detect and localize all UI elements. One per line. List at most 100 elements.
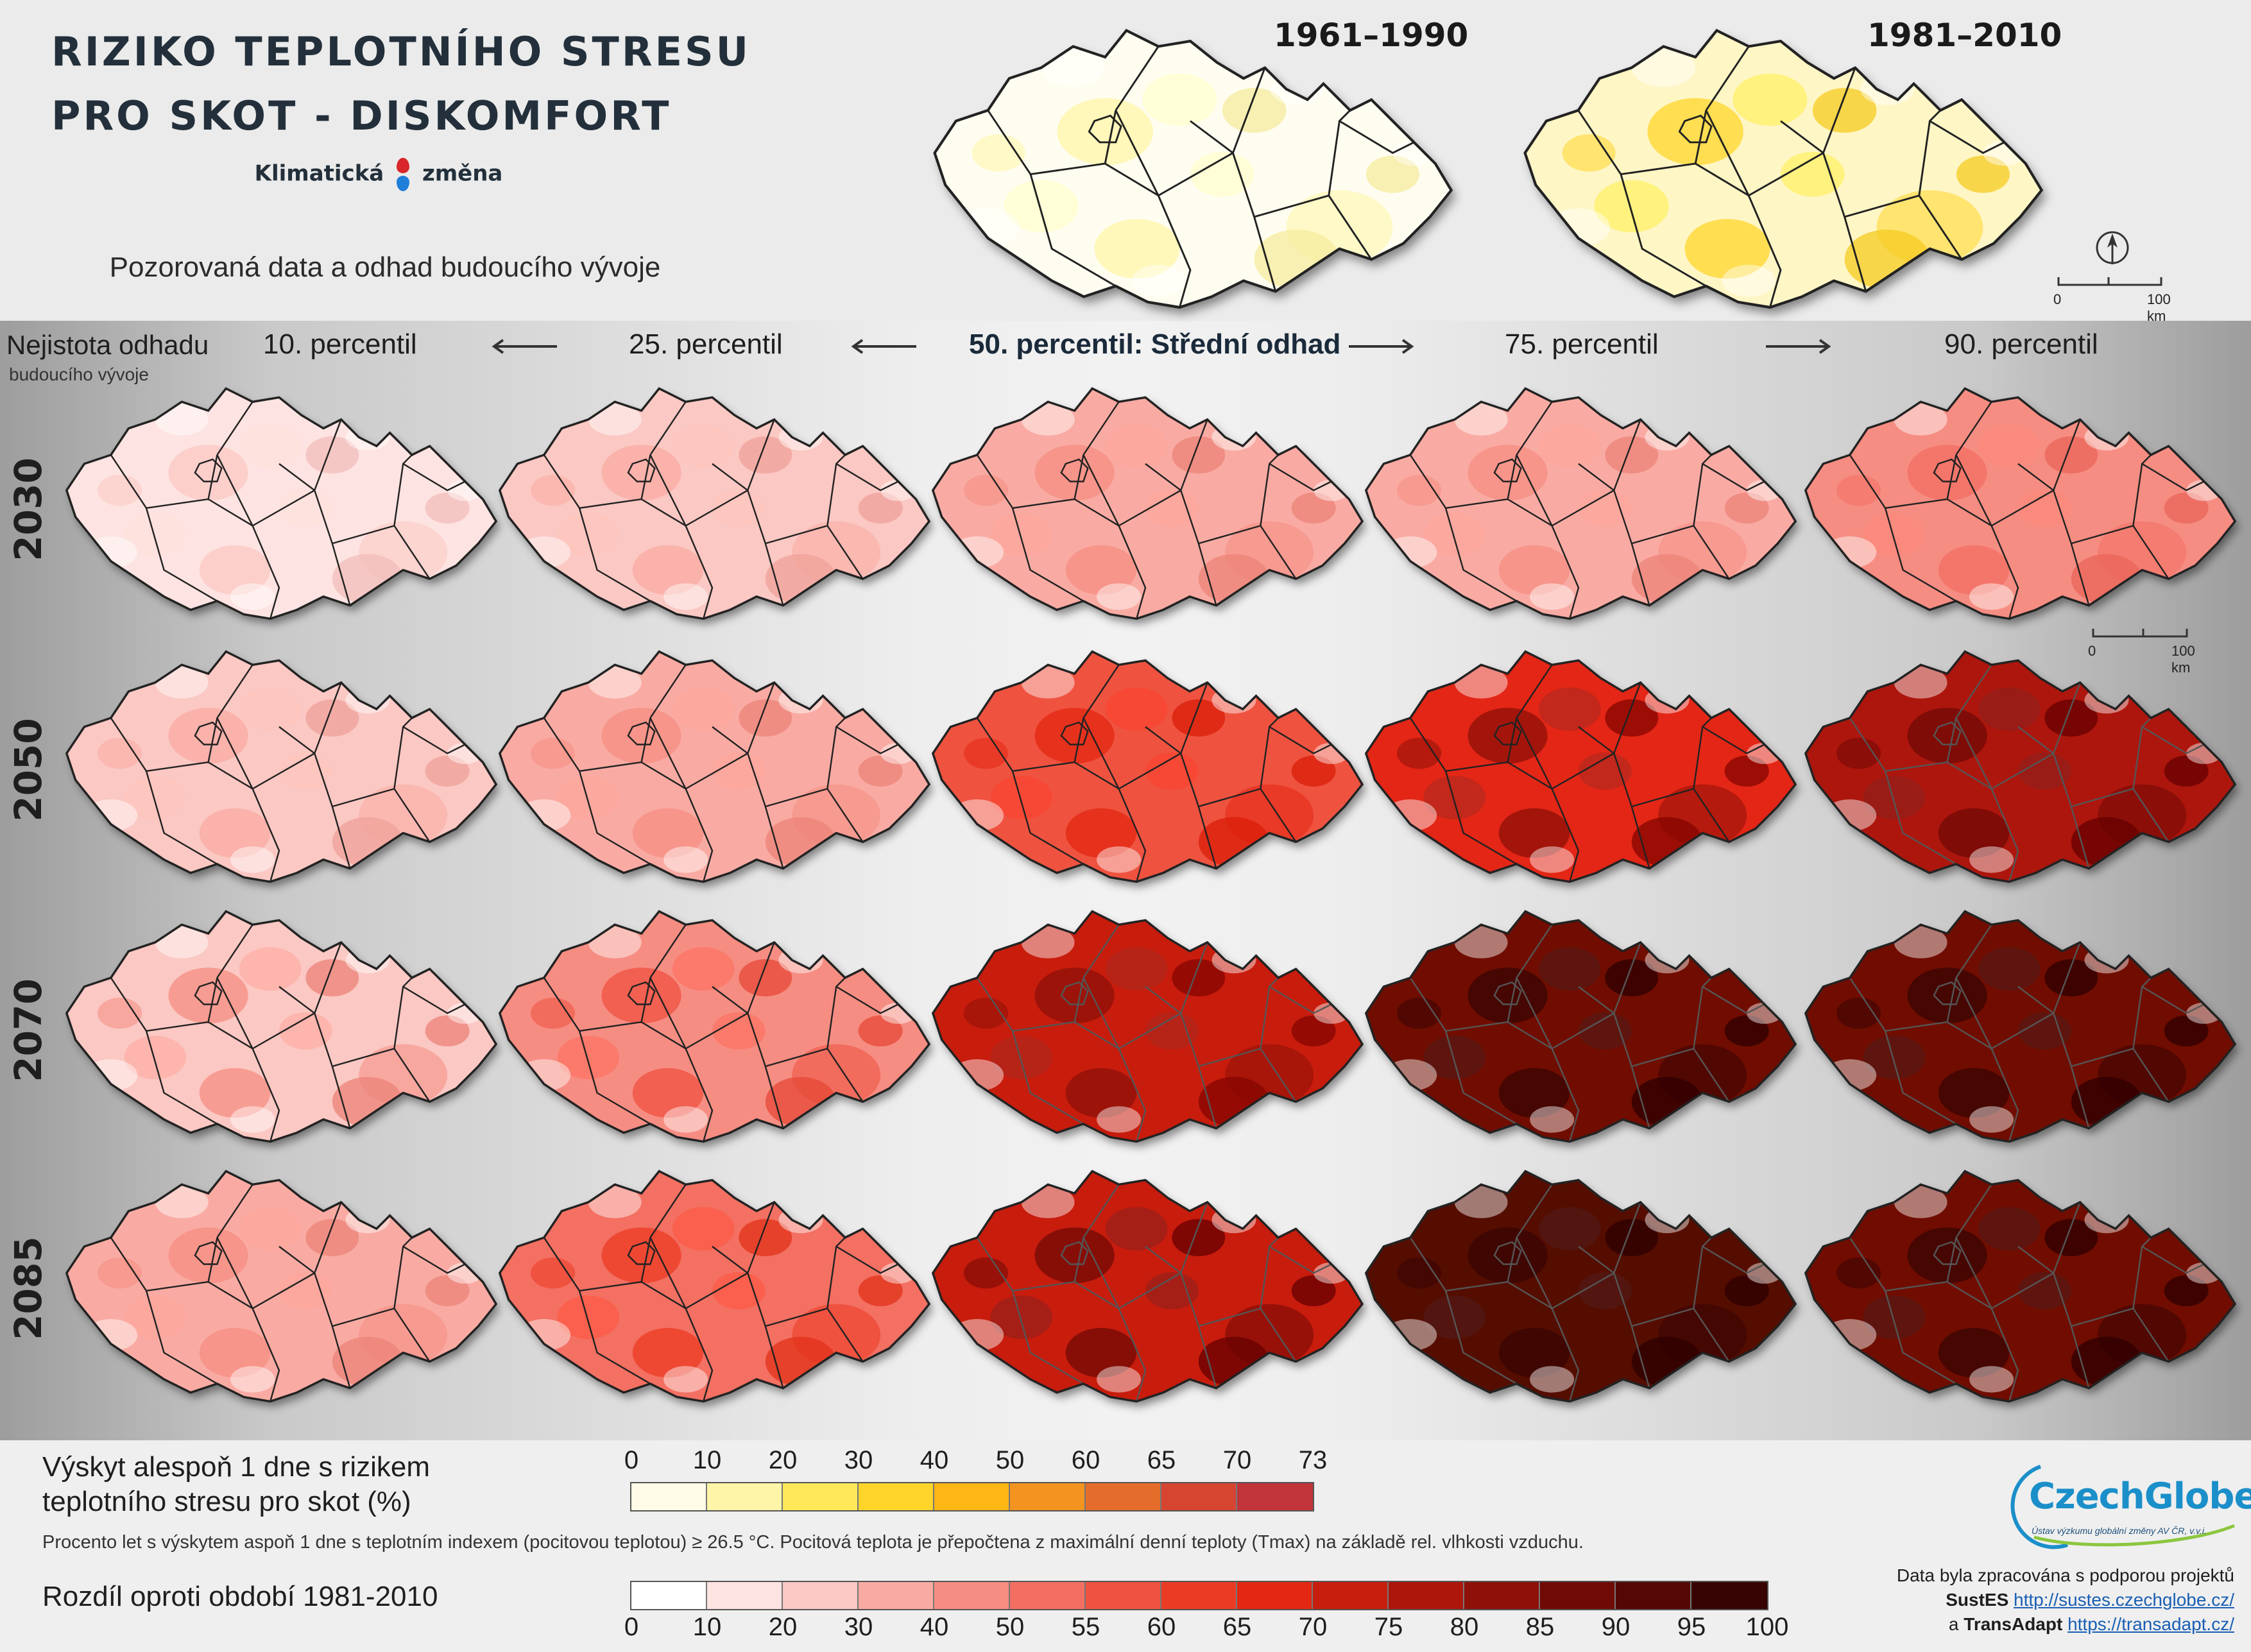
legend-tick: 50: [995, 1446, 1025, 1474]
legend-swatch: [859, 1483, 934, 1510]
observed-map-1961-1990: [933, 28, 1453, 309]
legend-tick: 95: [1677, 1613, 1706, 1641]
legend-tick: 65: [1222, 1613, 1252, 1641]
scale-end: 100 km: [2171, 643, 2195, 676]
arrow-right-icon: [1766, 339, 1831, 354]
legend-tick: 20: [768, 1613, 798, 1641]
legend-swatch: [707, 1582, 783, 1609]
legend-occurrence-title-2: teplotního stresu pro skot (%): [42, 1486, 411, 1517]
legend-tick: 10: [692, 1613, 722, 1641]
legend-tick: 30: [844, 1446, 873, 1474]
scale-bar-grid: 0 100 km: [2088, 627, 2207, 676]
legend-tick: 60: [1071, 1446, 1100, 1474]
scenario-map-2050-p50: [931, 650, 1364, 883]
scenario-map-2070-p50: [931, 910, 1364, 1143]
arrow-left-icon: [851, 339, 916, 354]
scenario-map-2030-p75: [1364, 387, 1797, 620]
legend-swatch: [783, 1582, 859, 1609]
subtitle: Pozorovaná data a odhad budoucího vývoje: [109, 251, 661, 283]
scenario-map-2050-p25: [498, 650, 931, 883]
legend-tick: 75: [1374, 1613, 1403, 1641]
legend-tick: 0: [624, 1446, 639, 1474]
legend-tick: 40: [920, 1446, 949, 1474]
brand-text-left: Klimatická: [254, 160, 384, 187]
legend-swatch: [1161, 1582, 1237, 1609]
scenario-map-2050-p90: [1804, 650, 2237, 883]
czechglobe-tagline: Ústav výzkumu globální změny AV ČR, v.v.…: [2032, 1526, 2207, 1536]
legend-tick: 10: [692, 1446, 722, 1474]
legend-tick: 40: [920, 1613, 949, 1641]
percentile-75-label: 75. percentil: [1505, 328, 1659, 360]
legend-swatch: [1691, 1582, 1767, 1609]
legend-swatch: [1540, 1582, 1616, 1609]
scenario-map-2070-p90: [1804, 910, 2237, 1143]
legend-difference-colorbar: [630, 1581, 1768, 1610]
arrow-left-icon: [492, 339, 557, 354]
legend-tick: 80: [1450, 1613, 1479, 1641]
legend-swatch: [1313, 1582, 1389, 1609]
legend-note: Procento let s výskytem aspoň 1 dne s te…: [42, 1532, 1584, 1553]
year-label-2070: 2070: [6, 978, 50, 1082]
legend-tick: 73: [1298, 1446, 1328, 1474]
sustes-link[interactable]: http://sustes.czechglobe.cz/: [2014, 1590, 2234, 1610]
arrow-right-icon: [1349, 339, 1414, 354]
legend-panel: [0, 1440, 2251, 1652]
brand-logo: Klimatická změna: [148, 155, 610, 194]
legend-swatch: [1086, 1483, 1161, 1510]
legend-tick: 0: [624, 1613, 639, 1641]
legend-tick: 60: [1147, 1613, 1176, 1641]
uncertainty-label: Nejistota odhadu: [6, 330, 209, 360]
scenario-map-2030-p10: [65, 387, 498, 620]
year-label-2030: 2030: [6, 457, 50, 561]
legend-tick: 65: [1147, 1446, 1176, 1474]
legend-swatch: [783, 1483, 859, 1510]
legend-swatch: [1464, 1582, 1540, 1609]
project-sustes: SustES: [1946, 1590, 2009, 1610]
percentile-90-label: 90. percentil: [1944, 328, 2098, 360]
legend-occurrence-title-1: Výskyt alespoň 1 dne s rizikem: [42, 1451, 431, 1483]
legend-swatch: [707, 1483, 783, 1510]
legend-swatch: [1389, 1582, 1464, 1609]
legend-swatch: [1010, 1582, 1086, 1609]
legend-tick: 90: [1601, 1613, 1630, 1641]
scenario-map-2030-p50: [931, 387, 1364, 620]
legend-tick: 100: [1745, 1613, 1789, 1641]
percentile-50-label: 50. percentil: Střední odhad: [969, 328, 1341, 360]
legend-tick: 85: [1525, 1613, 1555, 1641]
scenario-map-2050-p75: [1364, 650, 1797, 883]
credits-conjunction: a: [1948, 1614, 1959, 1634]
scenario-map-2030-p90: [1804, 387, 2237, 620]
scenario-map-2085-p25: [498, 1170, 931, 1403]
credits-line-1: Data byla zpracována s podporou projektů: [1896, 1565, 2234, 1585]
legend-tick: 30: [844, 1613, 873, 1641]
legend-swatch: [934, 1582, 1010, 1609]
scale-start: 0: [2053, 291, 2062, 307]
brand-text-right: změna: [422, 160, 503, 187]
legend-swatch: [631, 1483, 707, 1510]
uncertainty-sublabel: budoucího vývoje: [9, 364, 149, 384]
project-transadapt: TransAdapt: [1964, 1614, 2063, 1634]
czechglobe-logo-icon: [2010, 1465, 2235, 1549]
percentile-10-label: 10. percentil: [263, 328, 417, 360]
scenario-map-2070-p25: [498, 910, 931, 1143]
legend-tick: 50: [995, 1613, 1025, 1641]
scale-end: 100 km: [2147, 291, 2171, 324]
czechglobe-logo-text: CzechGlobe: [2029, 1476, 2251, 1517]
legend-difference-title: Rozdíl oproti období 1981-2010: [42, 1581, 438, 1612]
period-label-1981: 1981–2010: [1867, 17, 2062, 54]
scenario-map-2070-p10: [65, 910, 498, 1143]
transadapt-link[interactable]: https://transadapt.cz/: [2067, 1614, 2234, 1634]
observed-map-1981-2010: [1523, 28, 2044, 309]
scenario-map-2030-p25: [498, 387, 931, 620]
legend-swatch: [1616, 1582, 1691, 1609]
legend-tick: 20: [768, 1446, 798, 1474]
legend-tick: 70: [1222, 1446, 1252, 1474]
legend-tick: 70: [1298, 1613, 1328, 1641]
legend-tick: 55: [1071, 1613, 1100, 1641]
scenario-map-2085-p10: [65, 1170, 498, 1403]
year-label-2050: 2050: [6, 718, 50, 822]
credits-line-2: SustES http://sustes.czechglobe.cz/: [1946, 1590, 2234, 1610]
period-label-1961: 1961–1990: [1274, 17, 1469, 54]
thermometer-drops-icon: [395, 155, 411, 194]
title-line-2: PRO SKOT - DISKOMFORT: [51, 92, 672, 139]
